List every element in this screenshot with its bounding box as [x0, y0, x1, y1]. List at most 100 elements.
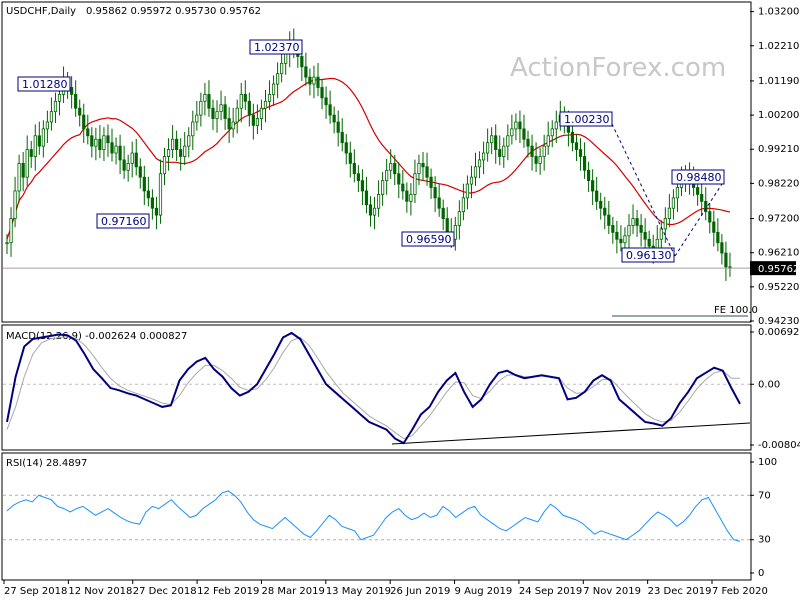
candle-body [271, 83, 276, 95]
candle-body [631, 218, 635, 226]
macd-y-tick-label: -0.008049 [758, 440, 800, 451]
candle-body [720, 242, 724, 254]
watermark: ActionForex.com [510, 53, 726, 83]
projection-line [674, 183, 723, 257]
rsi-line [6, 490, 741, 542]
candle-body [243, 93, 247, 102]
current-price-marker: 0.95762 [3, 261, 799, 276]
price-y-tick-label: 1.03200 [758, 7, 799, 18]
candle-body [122, 159, 126, 171]
candle-body [110, 142, 114, 154]
candle-body [473, 166, 478, 178]
candle-body [477, 159, 482, 168]
x-axis: 27 Sep 2018 12 Nov 2018 27 Dec 2018 12 Feb … [3, 580, 768, 597]
candle-body [239, 93, 243, 109]
candle-body [41, 128, 45, 147]
candle-body [259, 107, 264, 119]
candle-body [219, 104, 223, 113]
candle-body [607, 214, 611, 226]
rsi-line [3, 490, 750, 542]
macd-signal-line [6, 336, 740, 440]
candle-body [413, 173, 417, 195]
candle-body [187, 135, 191, 147]
price-header-ohlc: 0.95862 0.95972 0.95730 0.95762 [86, 6, 261, 17]
candle-body [534, 156, 538, 164]
macd-trendline [391, 422, 751, 445]
candle-body [667, 207, 671, 219]
candle-body [231, 121, 235, 130]
candle-body [405, 190, 409, 202]
candle-body [142, 176, 146, 192]
candle-body [284, 52, 288, 64]
candle-body [166, 149, 171, 157]
candle-body [587, 169, 591, 182]
candle-body [308, 76, 312, 85]
candle-body [344, 142, 348, 154]
candle-body [514, 121, 518, 130]
candle-body [183, 145, 187, 157]
candle-body [130, 152, 134, 164]
price-y-axis: 1.03200 1.02210 1.01190 1.00200 0.99210 0.982… [750, 7, 799, 327]
candle-body [5, 242, 9, 245]
candle-body [102, 135, 106, 150]
candle-body [437, 197, 441, 209]
candle-body [433, 187, 437, 199]
candle-body [619, 238, 623, 244]
candle-body [538, 156, 542, 164]
candle-body [211, 107, 215, 119]
candle-body [118, 145, 122, 161]
candle-body [469, 176, 474, 185]
current-price-label: 0.95762 [758, 264, 799, 275]
candle-body [280, 62, 284, 75]
candle-body [671, 197, 676, 209]
x-tick-label: 7 Feb 2020 [712, 586, 768, 597]
candle-body [78, 107, 82, 116]
price-annotation-label: 0.96130 [626, 249, 672, 262]
candle-body [235, 107, 239, 123]
candle-body [490, 135, 494, 144]
macd-panel-frame [1, 324, 752, 451]
price-candles [5, 28, 732, 281]
candle-body [381, 180, 385, 195]
candle-body [17, 162, 21, 192]
candle-body [86, 128, 90, 137]
price-y-tick-label: 0.99210 [758, 144, 799, 155]
candle-body [643, 231, 647, 240]
candle-body [82, 114, 86, 130]
candle-body [401, 183, 405, 192]
candle-body [518, 121, 522, 130]
candle-body [486, 142, 490, 154]
moving-average-line [6, 77, 731, 240]
candle-body [397, 173, 401, 185]
x-tick-label: 27 Sep 2018 [4, 586, 67, 597]
candle-body [179, 149, 183, 157]
candle-body [421, 162, 425, 168]
macd-y-tick-label: 0.006927 [758, 327, 800, 338]
candle-body [134, 152, 138, 168]
candle-body [45, 121, 49, 130]
candle-body [195, 114, 199, 123]
x-tick-label: 28 Mar 2019 [261, 586, 324, 597]
candle-body [550, 128, 554, 137]
price-annotation-box [249, 39, 303, 55]
candle-body [364, 190, 369, 206]
rsi-y-tick-label: 30 [758, 535, 771, 546]
candle-body [623, 235, 627, 244]
candle-body [348, 152, 352, 164]
candle-body [385, 169, 389, 182]
candle-body [94, 138, 98, 147]
price-panel-frame [1, 1, 752, 323]
candle-body [429, 176, 433, 188]
ma-line [6, 77, 731, 240]
candle-body [33, 135, 37, 157]
candle-body [360, 180, 365, 192]
candle-body [29, 149, 33, 157]
candle-body [724, 252, 728, 268]
candle-body [21, 162, 25, 178]
price-y-tick-label: 1.02210 [758, 41, 799, 52]
candle-body [639, 225, 643, 233]
candle-body [461, 197, 465, 213]
current-price-box [750, 261, 796, 276]
candle-body [332, 114, 336, 123]
